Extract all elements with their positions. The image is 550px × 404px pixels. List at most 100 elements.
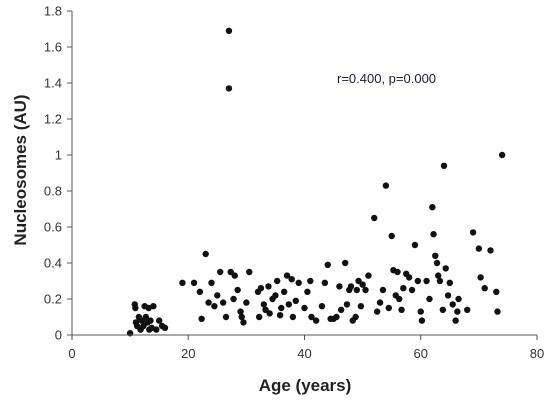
data-point: [260, 301, 268, 308]
data-point: [324, 261, 331, 268]
data-point: [295, 279, 302, 286]
data-point: [396, 295, 403, 303]
data-point: [205, 299, 212, 306]
data-point: [475, 245, 483, 252]
data-point: [498, 151, 506, 159]
data-point: [362, 286, 369, 294]
data-point: [433, 259, 441, 267]
data-point: [494, 308, 501, 315]
data-point: [243, 299, 250, 306]
data-point: [376, 299, 384, 306]
data-point: [225, 27, 233, 34]
data-point: [292, 297, 299, 304]
data-point: [190, 279, 198, 286]
data-point: [449, 301, 456, 308]
data-point: [454, 308, 461, 315]
data-points: [126, 27, 506, 337]
data-point: [414, 277, 422, 285]
y-tick-label: 1: [55, 148, 62, 163]
data-point: [288, 276, 295, 283]
data-point: [234, 286, 241, 294]
data-point: [400, 285, 407, 292]
data-point: [283, 272, 291, 279]
data-point: [452, 317, 459, 324]
x-axis-title: Age (years): [259, 376, 352, 395]
data-point: [371, 214, 378, 222]
data-point: [337, 306, 345, 313]
data-point: [266, 310, 273, 317]
data-point: [418, 317, 426, 324]
data-point: [357, 303, 365, 310]
data-point: [202, 250, 209, 258]
data-point: [219, 299, 227, 306]
data-point: [285, 301, 293, 308]
data-point: [276, 312, 284, 319]
data-point: [455, 295, 462, 303]
data-point: [132, 304, 139, 312]
data-point: [257, 285, 265, 292]
data-point: [385, 304, 392, 312]
data-point: [398, 306, 405, 313]
data-point: [440, 162, 448, 169]
data-point: [255, 313, 263, 321]
data-point: [333, 313, 340, 321]
data-point: [198, 315, 205, 322]
data-point: [240, 319, 247, 326]
data-point: [238, 313, 245, 321]
data-point: [444, 292, 452, 299]
data-point: [155, 317, 163, 324]
data-point: [487, 247, 494, 254]
data-point: [304, 288, 311, 295]
data-point: [430, 231, 437, 238]
data-point: [265, 283, 272, 290]
data-point: [196, 288, 204, 295]
data-point: [289, 313, 297, 321]
data-point: [442, 265, 449, 272]
data-point: [394, 268, 401, 276]
data-point: [222, 313, 230, 321]
data-point: [434, 272, 442, 279]
data-point: [336, 283, 343, 290]
data-point: [208, 279, 215, 286]
data-point: [469, 229, 477, 236]
data-point: [273, 277, 281, 285]
data-point: [230, 295, 237, 303]
data-point: [153, 326, 160, 333]
y-tick-label: 0: [55, 328, 62, 343]
data-point: [352, 313, 359, 321]
data-point: [365, 272, 372, 279]
data-point: [301, 304, 308, 312]
data-point: [417, 308, 424, 315]
data-point: [408, 286, 416, 294]
data-point: [481, 285, 488, 292]
data-point: [246, 268, 253, 276]
x-tick-label: 60: [414, 346, 428, 361]
data-point: [493, 288, 500, 295]
x-tick-label: 0: [68, 346, 75, 361]
data-point: [307, 277, 314, 285]
y-tick-label: 0.8: [44, 184, 62, 199]
data-point: [382, 182, 390, 189]
data-point: [179, 279, 186, 286]
data-point: [147, 317, 154, 324]
data-point: [280, 288, 288, 295]
data-point: [436, 277, 444, 285]
x-tick-label: 40: [297, 346, 311, 361]
data-point: [429, 204, 436, 211]
data-point: [423, 277, 430, 285]
y-tick-label: 1.2: [44, 112, 62, 127]
y-tick-label: 1.8: [44, 4, 62, 19]
y-tick-label: 0.2: [44, 292, 62, 307]
axis-ticks: 0 0.2 0.4 0.6 0.8 1 1.2 1.4 1.6 1.8 0 20 40 60 80: [44, 4, 544, 362]
data-point: [373, 308, 381, 315]
data-point: [359, 281, 366, 288]
data-point: [432, 252, 439, 259]
data-point: [318, 303, 326, 310]
data-point: [411, 241, 419, 249]
data-point: [379, 286, 387, 294]
y-tick-label: 0.4: [44, 256, 62, 271]
data-point: [161, 324, 169, 331]
data-point: [321, 279, 329, 286]
data-point: [347, 283, 355, 290]
